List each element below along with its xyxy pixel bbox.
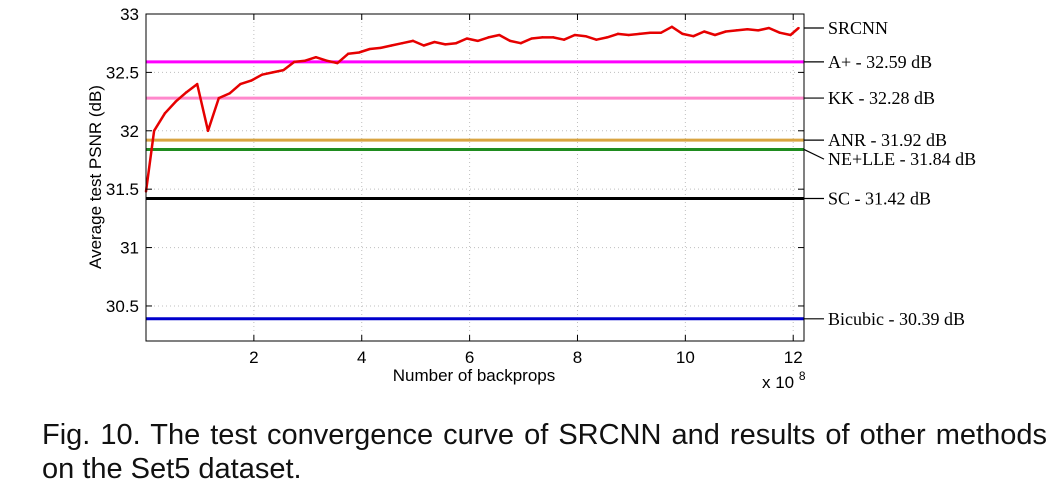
data-point bbox=[336, 61, 339, 65]
y-tick-label: 32.5 bbox=[106, 63, 139, 82]
data-point bbox=[530, 37, 533, 40]
data-point bbox=[756, 29, 760, 32]
data-point bbox=[692, 34, 695, 38]
figure-caption: Fig. 10. The test convergence curve of S… bbox=[42, 419, 1047, 485]
data-point bbox=[228, 92, 231, 95]
data-point bbox=[508, 39, 512, 43]
data-point bbox=[681, 32, 684, 36]
data-point bbox=[616, 32, 620, 36]
data-point bbox=[433, 40, 436, 44]
data-point bbox=[797, 26, 800, 30]
x-tick-label: 2 bbox=[249, 348, 258, 367]
data-point bbox=[552, 36, 555, 39]
x-scale-base: x 10 bbox=[762, 373, 794, 392]
data-point bbox=[778, 31, 781, 34]
x-tick-label: 12 bbox=[784, 348, 803, 367]
data-point bbox=[411, 39, 415, 43]
plot-frame bbox=[145, 13, 805, 342]
data-point bbox=[239, 82, 242, 86]
data-point bbox=[573, 33, 576, 37]
data-point bbox=[638, 32, 641, 36]
legend-label-kk: KK - 32.28 dB bbox=[828, 88, 935, 108]
x-scale-exponent: 8 bbox=[799, 369, 806, 383]
x-tick-label: 10 bbox=[676, 348, 695, 367]
x-tick-label: 6 bbox=[465, 348, 474, 367]
x-axis-title: Number of backprops bbox=[393, 366, 556, 385]
y-tick-label: 30.5 bbox=[106, 297, 139, 316]
y-tick-label: 32 bbox=[120, 122, 139, 141]
y-tick-label: 33 bbox=[120, 5, 139, 24]
y-axis-title: Average test PSNR (dB) bbox=[86, 85, 105, 269]
data-point bbox=[541, 36, 544, 39]
data-point bbox=[746, 27, 749, 31]
data-point bbox=[196, 82, 199, 86]
data-point bbox=[260, 73, 264, 76]
data-point bbox=[724, 30, 727, 33]
data-point bbox=[735, 29, 738, 32]
data-point bbox=[703, 30, 706, 33]
data-point bbox=[584, 34, 587, 38]
data-point bbox=[400, 41, 404, 45]
plot-area bbox=[146, 14, 804, 341]
y-axis-ticks: 30.5 31 31.5 32 32.5 33 bbox=[106, 5, 804, 316]
data-point bbox=[498, 33, 501, 37]
legend: SRCNN A+ - 32.59 dB KK - 32.28 dB ANR - 31.… bbox=[803, 18, 976, 329]
data-point bbox=[444, 43, 447, 46]
legend-label-sc: SC - 31.42 dB bbox=[828, 189, 931, 209]
data-point bbox=[519, 41, 523, 45]
y-tick-label: 31 bbox=[120, 239, 139, 258]
data-point bbox=[293, 60, 296, 64]
data-point bbox=[422, 44, 425, 47]
series-lines bbox=[144, 25, 800, 193]
legend-label-a-: A+ - 32.59 dB bbox=[828, 52, 932, 72]
convergence-chart: 2 4 6 8 10 12 30.5 31 31.5 32 32.5 33 SRCNN A+ - 32… bbox=[86, 5, 976, 392]
data-point bbox=[767, 26, 771, 30]
x-axis-ticks: 2 4 6 8 10 12 bbox=[249, 14, 803, 367]
data-point bbox=[357, 51, 361, 54]
legend-label-ne-lle: NE+LLE - 31.84 dB bbox=[828, 149, 976, 169]
data-point bbox=[454, 41, 458, 45]
legend-label-anr: ANR - 31.92 dB bbox=[828, 130, 947, 150]
reference-lines bbox=[146, 60, 804, 321]
data-point bbox=[217, 96, 221, 100]
data-point bbox=[379, 46, 382, 50]
data-point bbox=[713, 33, 717, 37]
legend-leader-ne-lle bbox=[803, 148, 825, 160]
data-point bbox=[670, 25, 674, 29]
data-point bbox=[314, 56, 318, 59]
x-tick-label: 4 bbox=[357, 348, 366, 367]
data-point bbox=[282, 68, 285, 72]
data-point bbox=[659, 31, 663, 34]
data-point bbox=[487, 36, 490, 39]
data-point bbox=[465, 37, 469, 40]
data-point bbox=[789, 33, 792, 37]
data-point bbox=[174, 100, 177, 103]
data-point bbox=[325, 59, 328, 62]
data-point bbox=[303, 59, 307, 62]
series-line-srcnn bbox=[144, 25, 800, 192]
data-point bbox=[249, 79, 253, 82]
data-point bbox=[163, 112, 167, 115]
data-point bbox=[605, 36, 609, 39]
y-tick-label: 31.5 bbox=[106, 180, 139, 199]
legend-label-bicubic: Bicubic - 30.39 dB bbox=[828, 309, 965, 329]
data-point bbox=[562, 38, 566, 41]
data-point bbox=[595, 38, 598, 41]
data-point bbox=[271, 71, 274, 74]
data-point bbox=[476, 39, 479, 43]
data-point bbox=[368, 47, 372, 51]
data-point bbox=[649, 31, 652, 34]
x-scale-factor: x 10 8 bbox=[762, 369, 806, 392]
data-point bbox=[627, 33, 630, 37]
data-point bbox=[152, 129, 156, 132]
legend-label-srcnn: SRCNN bbox=[828, 18, 888, 38]
data-point bbox=[185, 91, 188, 94]
data-point bbox=[347, 52, 350, 55]
data-point bbox=[390, 44, 393, 47]
data-point bbox=[206, 129, 210, 132]
x-tick-label: 8 bbox=[573, 348, 582, 367]
